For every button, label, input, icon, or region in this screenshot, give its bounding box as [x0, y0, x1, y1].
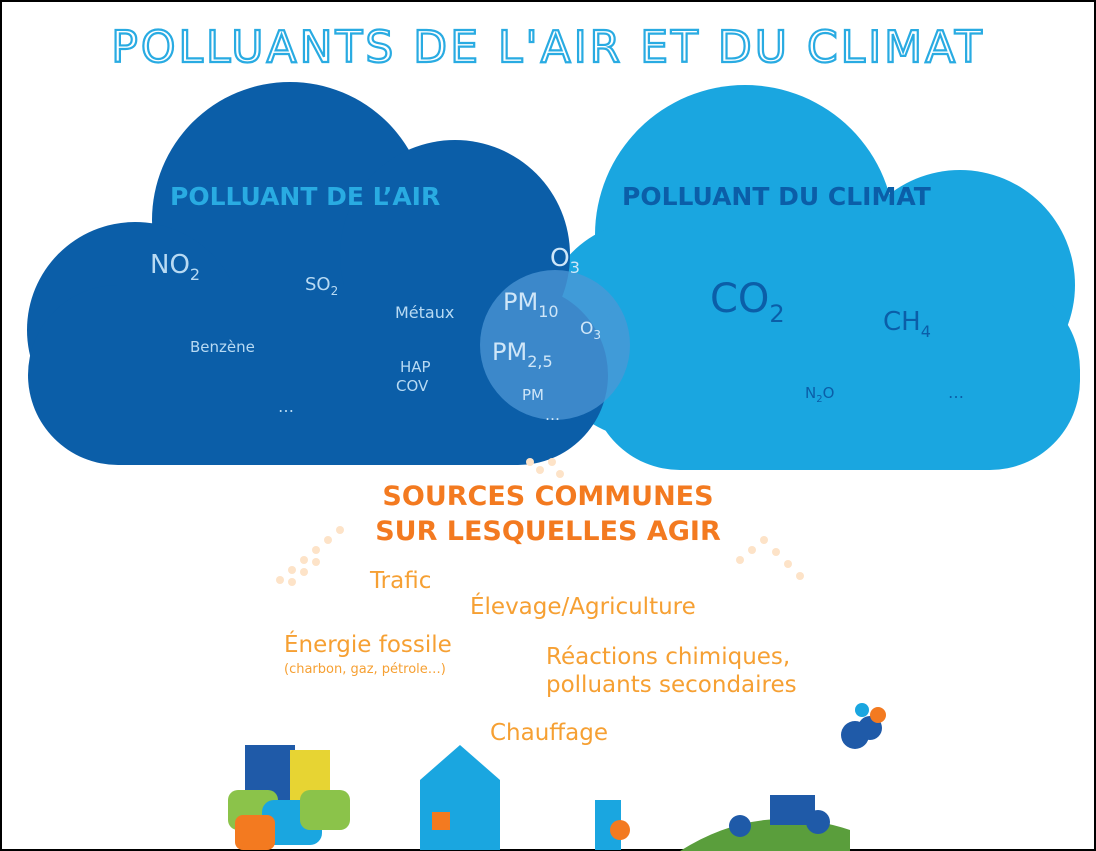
item: … — [278, 397, 294, 416]
item: HAP — [400, 358, 431, 376]
formula: PM2,5 — [492, 338, 553, 371]
common-items: O3 PM10 O3 PM2,5 PM … — [492, 243, 601, 424]
item: COV — [396, 377, 429, 395]
formula: NO2 — [150, 250, 200, 284]
formula: CH4 — [883, 307, 931, 341]
sources-title: SUR LESQUELLES AGIR — [375, 516, 721, 547]
sources-title: SOURCES COMMUNES — [382, 481, 713, 512]
source: Élevage/Agriculture — [470, 592, 696, 620]
icons — [228, 703, 886, 851]
air-items: NO2 SO2 Métaux Benzène HAP COV … — [150, 250, 454, 416]
item: Benzène — [190, 338, 255, 356]
formula: SO2 — [305, 274, 338, 298]
title: POLLUANTS DE L'AIR ET DU CLIMAT — [111, 22, 984, 73]
item: PM — [522, 386, 544, 404]
source: Chauffage — [490, 720, 608, 746]
overlap — [480, 270, 630, 420]
formula: O3 — [580, 319, 601, 342]
item: … — [948, 383, 964, 402]
formula: CO2 — [710, 276, 785, 328]
air-cloud — [27, 82, 608, 465]
climate-items: CO2 CH4 N2O … — [710, 276, 964, 405]
formula: O3 — [550, 243, 580, 277]
climate-label: POLLUANT DU CLIMAT — [622, 182, 931, 211]
source: Trafic — [369, 568, 431, 594]
formula: N2O — [805, 384, 834, 405]
item: Métaux — [395, 303, 454, 322]
dots — [276, 458, 804, 586]
source-note: (charbon, gaz, pétrole…) — [284, 662, 446, 677]
air-label: POLLUANT DE L’AIR — [170, 182, 440, 211]
item: … — [545, 406, 560, 424]
source: Énergie fossile — [284, 630, 452, 658]
formula: PM10 — [503, 288, 559, 321]
source: polluants secondaires — [546, 672, 797, 698]
source: Réactions chimiques, — [546, 644, 790, 670]
